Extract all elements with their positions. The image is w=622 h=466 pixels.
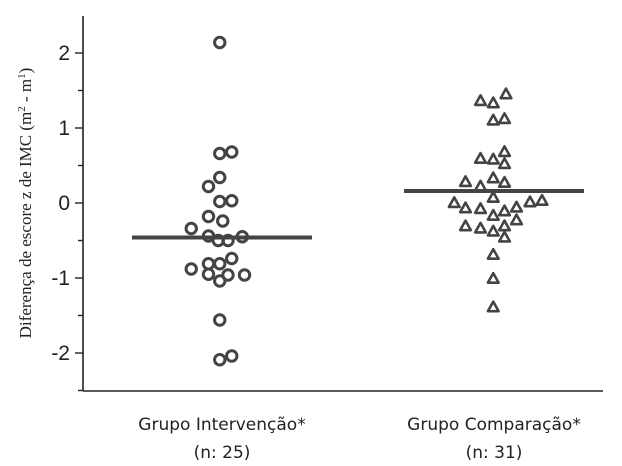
data-point-circle (184, 262, 198, 276)
data-point-triangle (473, 94, 488, 107)
category-count-label: (n: 25) (194, 443, 251, 463)
data-point-triangle (499, 87, 513, 100)
data-point-triangle (486, 171, 500, 184)
data-point-triangle (486, 152, 500, 165)
y-title-sup-1: 2 (16, 106, 28, 112)
y-title-sup-2: 1 (16, 73, 28, 79)
data-point-circle (216, 214, 230, 228)
data-point-circle (213, 146, 227, 161)
data-point-circle (237, 268, 252, 282)
data-point-triangle (497, 219, 512, 232)
data-point-circle (213, 257, 227, 271)
data-point-circle (213, 313, 227, 327)
data-point-triangle (473, 221, 488, 234)
data-point-circle (213, 35, 227, 50)
data-point-triangle (486, 300, 500, 313)
data-point-circle (184, 221, 198, 236)
data-point-triangle (497, 204, 512, 217)
data-point-circle (221, 233, 235, 248)
category-label: Grupo Comparação* (407, 415, 581, 435)
y-tick-label: 2 (58, 42, 70, 65)
data-point-triangle (509, 200, 524, 213)
y-tick-label: 0 (58, 192, 70, 215)
data-point-triangle (486, 271, 500, 284)
category-label: Grupo Intervenção* (138, 415, 305, 435)
data-point-triangle (458, 175, 473, 188)
data-point-triangle (497, 145, 512, 158)
data-point-triangle (458, 219, 473, 232)
data-point-circle (213, 170, 227, 185)
data-point-circle (213, 274, 227, 288)
data-point-triangle (535, 193, 549, 206)
data-point-triangle (497, 157, 512, 170)
y-tick-label: -2 (51, 342, 70, 365)
data-point-triangle (486, 113, 500, 126)
data-point-triangle (509, 213, 524, 226)
data-point-circle (201, 257, 216, 271)
data-point-triangle (486, 247, 500, 260)
category-labels: Grupo Intervenção* (n: 25) Grupo Comparaçã… (138, 415, 581, 463)
data-point-triangle (497, 230, 512, 243)
data-point-circle (225, 194, 239, 208)
data-point-triangle (473, 151, 488, 164)
data-point-circle (225, 251, 239, 266)
y-ticks: -2 -1 0 1 2 (51, 42, 83, 392)
y-title-end: ) (16, 68, 35, 74)
data-points (184, 35, 549, 367)
y-tick-label: -1 (51, 267, 70, 290)
data-point-circle (201, 267, 216, 281)
y-axis-title: Diferença de escore z de IMC (m2 - m1) (16, 68, 35, 339)
data-point-circle (221, 268, 235, 282)
data-point-circle (201, 209, 216, 224)
data-point-triangle (473, 202, 488, 215)
y-title-mid: - m (16, 79, 35, 106)
data-point-triangle (447, 196, 461, 209)
data-point-triangle (486, 208, 500, 221)
data-point-circle (213, 194, 227, 209)
data-point-triangle (497, 175, 512, 188)
data-point-circle (213, 353, 227, 367)
data-point-circle (225, 349, 239, 363)
data-point-triangle (486, 190, 500, 203)
data-point-triangle (486, 96, 500, 109)
data-point-triangle (523, 195, 537, 208)
data-point-triangle (458, 201, 473, 214)
data-point-triangle (473, 179, 488, 192)
data-point-triangle (497, 112, 512, 125)
y-tick-label: 1 (58, 117, 70, 140)
y-title-main: Diferença de escore z de IMC (m (16, 112, 35, 339)
category-count-label: (n: 31) (466, 443, 523, 463)
data-point-circle (225, 145, 239, 159)
data-point-triangle (486, 224, 500, 237)
data-point-circle (201, 179, 216, 194)
median-lines (132, 189, 584, 240)
